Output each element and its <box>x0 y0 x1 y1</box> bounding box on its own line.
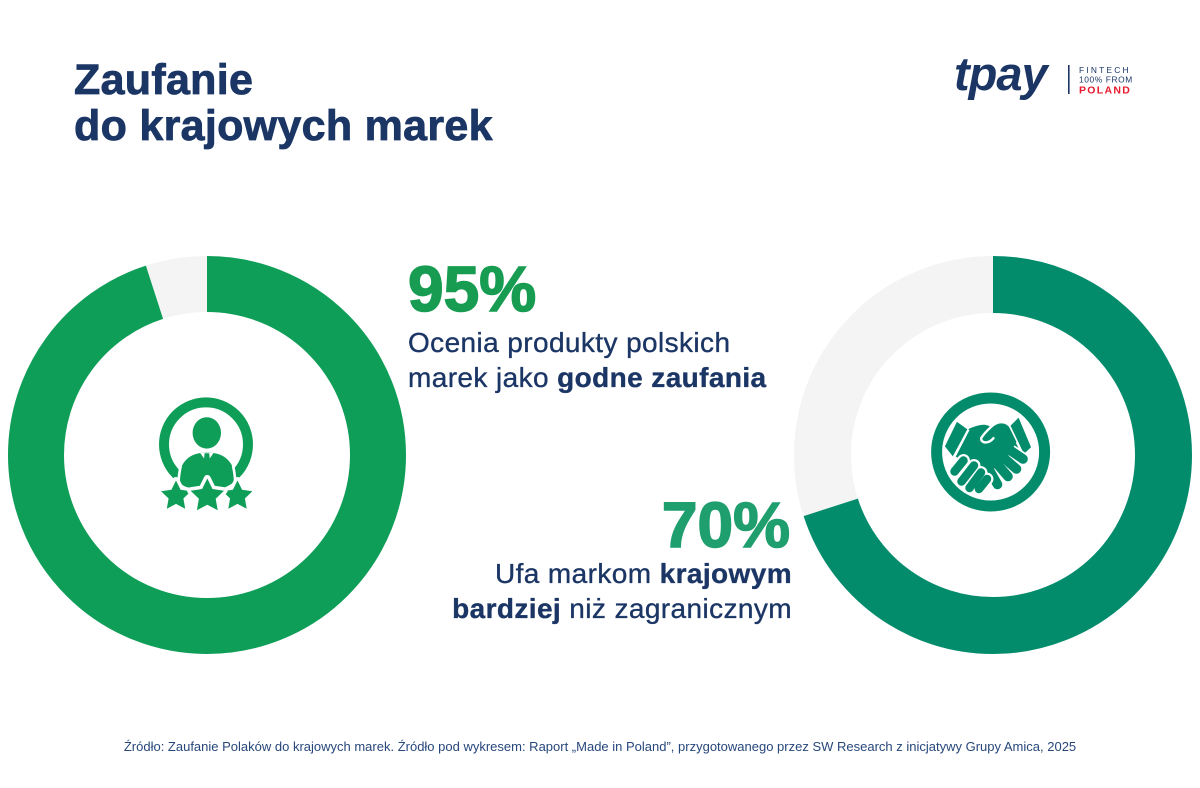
svg-text:FINTECH: FINTECH <box>1079 65 1131 75</box>
svg-text:100% FROM: 100% FROM <box>1079 75 1133 85</box>
svg-text:POLAND: POLAND <box>1079 85 1131 97</box>
svg-text:tpay: tpay <box>954 50 1051 100</box>
